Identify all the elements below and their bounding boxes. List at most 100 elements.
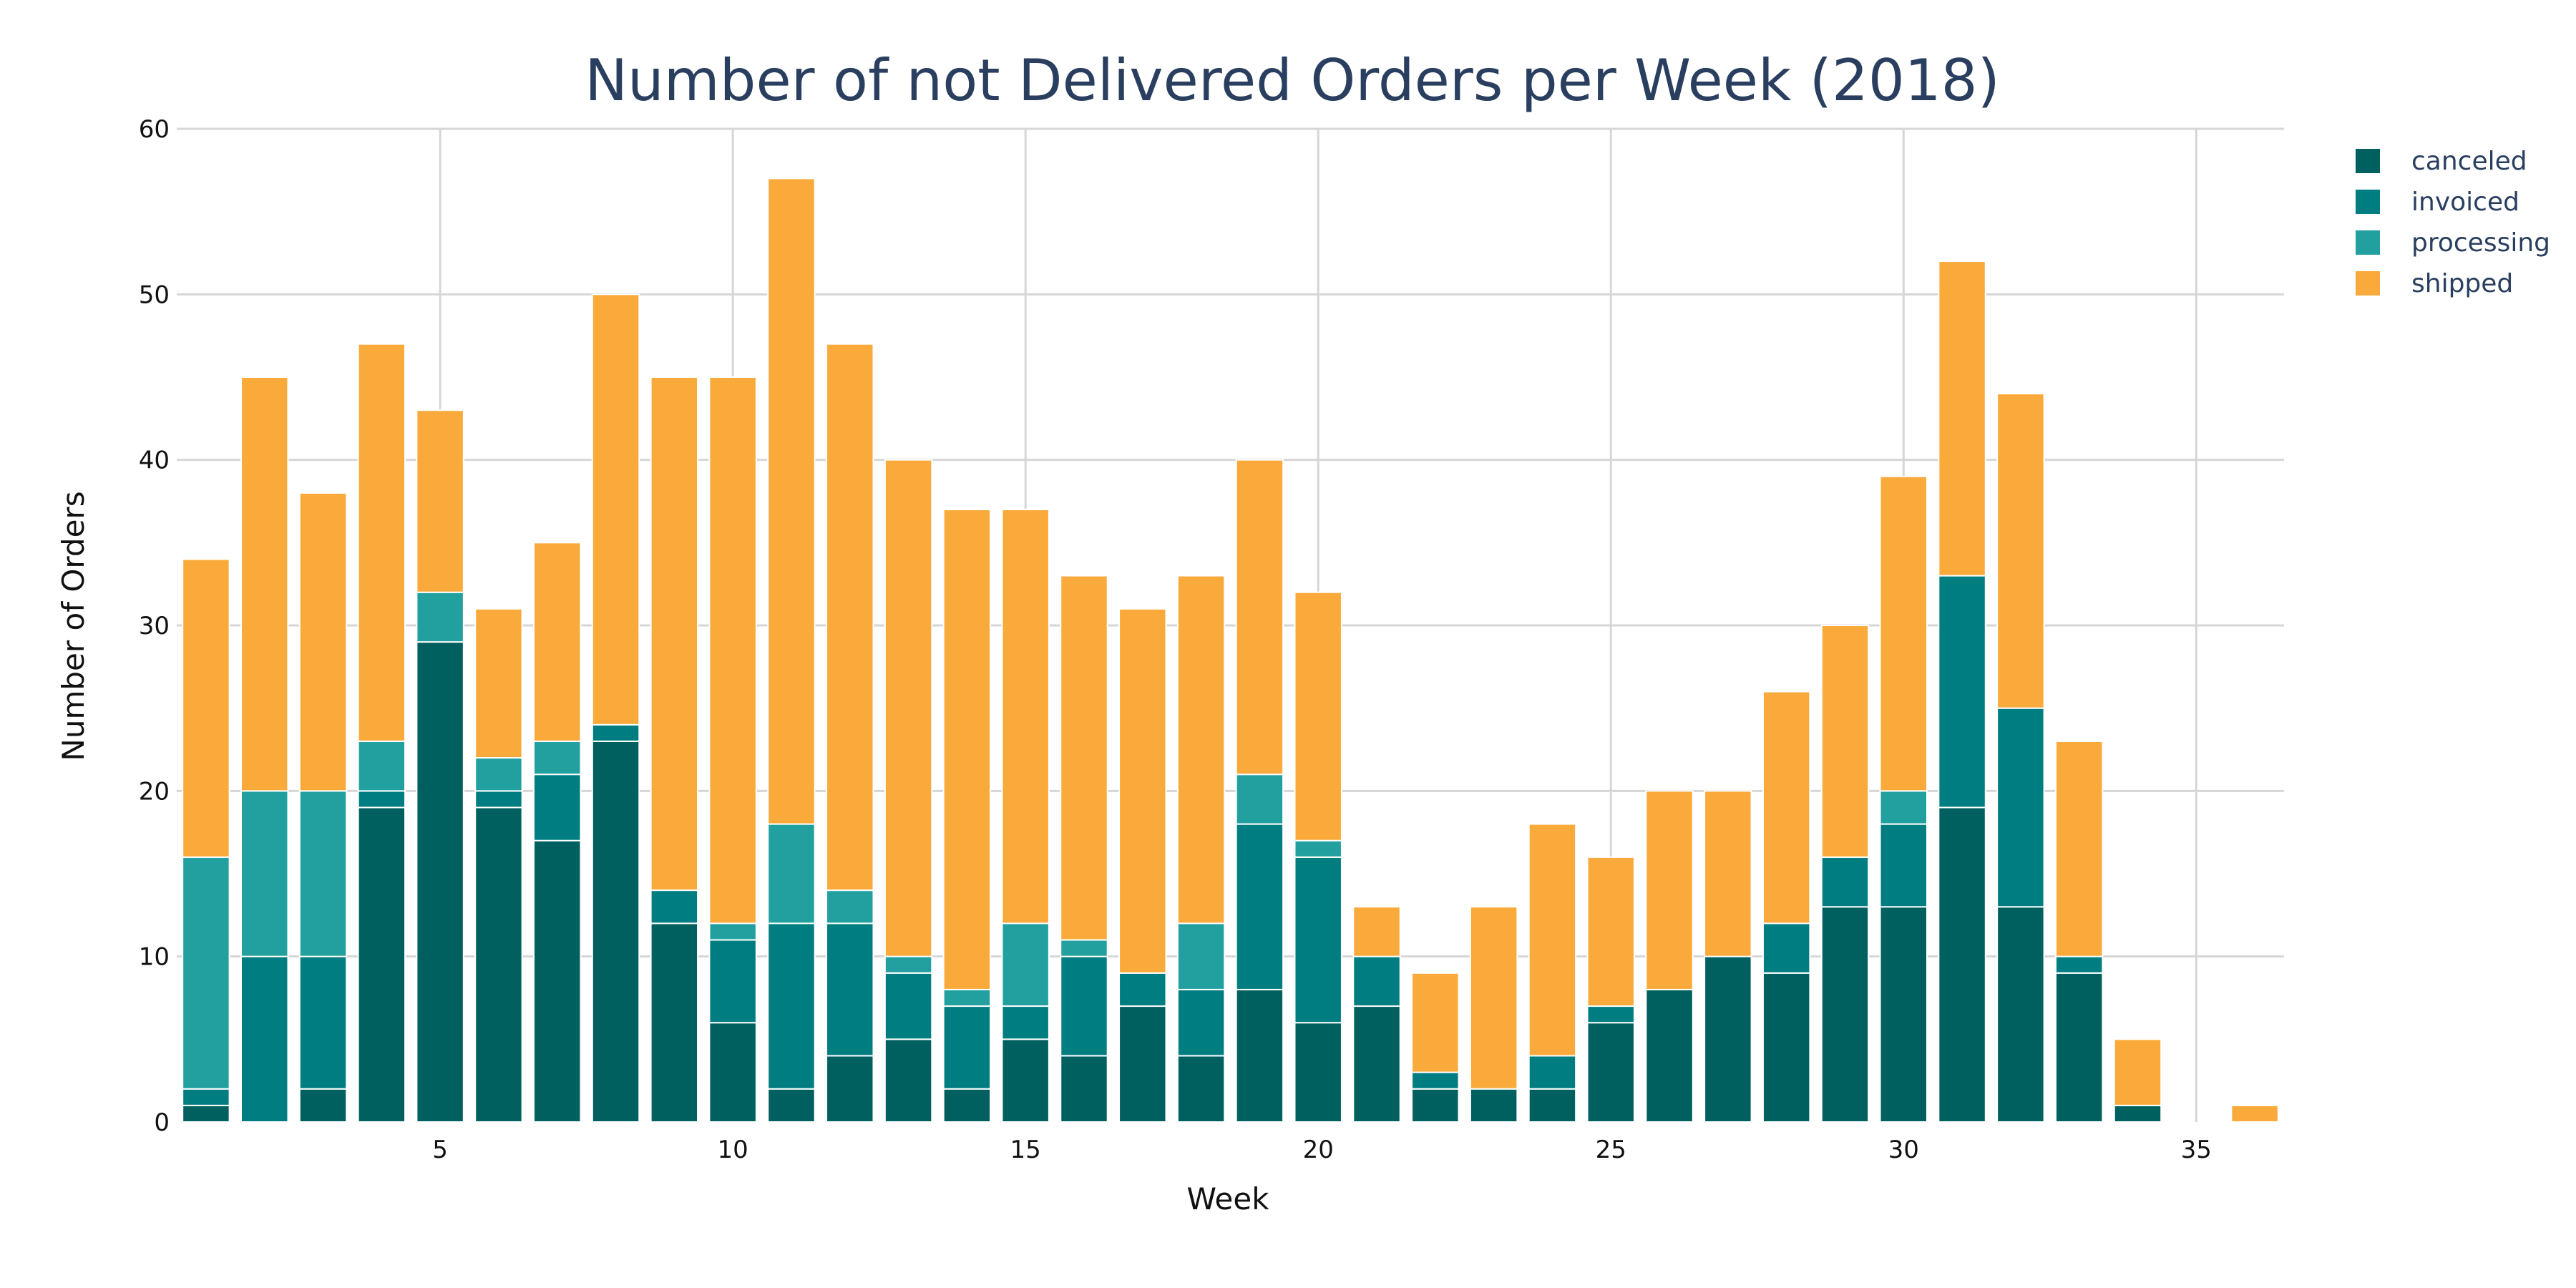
bar-canceled-week-10 [708,1022,757,1123]
bar-shipped-week-21 [1352,906,1401,957]
bar-canceled-week-28 [1762,972,1811,1123]
bar-canceled-week-6 [474,806,523,1123]
legend-label-processing: processing [2411,228,2550,258]
bar-shipped-week-26 [1645,790,1694,990]
bar-canceled-week-11 [767,1088,816,1123]
bar-shipped-week-31 [1938,260,1986,577]
bar-shipped-week-23 [1469,906,1518,1090]
bar-processing-week-4 [357,740,406,792]
bar-canceled-week-25 [1586,1022,1635,1123]
bar-canceled-week-20 [1294,1022,1342,1123]
bar-invoiced-week-21 [1352,955,1401,1008]
bar-shipped-week-13 [884,459,933,957]
bar-canceled-week-24 [1528,1088,1577,1123]
legend-swatch-shipped [2356,271,2380,296]
bar-canceled-week-29 [1820,906,1870,1123]
bar-shipped-week-15 [1001,509,1050,924]
bar-processing-week-19 [1235,774,1284,825]
bar-shipped-week-32 [1996,393,2045,709]
bar-shipped-week-6 [474,608,523,759]
x-tick-label: 10 [718,1136,748,1164]
bar-invoiced-week-19 [1235,823,1284,990]
legend-swatch-canceled [2356,149,2380,173]
bar-processing-week-14 [942,988,992,1008]
bar-processing-week-7 [533,740,582,776]
bars [182,177,2279,1123]
bar-shipped-week-18 [1176,575,1226,924]
bar-canceled-week-12 [826,1055,874,1123]
bar-invoiced-week-2 [240,955,289,1123]
bar-invoiced-week-14 [942,1005,992,1090]
bar-canceled-week-22 [1411,1088,1460,1123]
bar-invoiced-week-1 [182,1088,230,1106]
x-tick-label: 30 [1888,1136,1919,1164]
y-tick-label: 40 [139,447,170,475]
bar-invoiced-week-28 [1762,922,1811,974]
y-tick-label: 60 [139,115,170,144]
bar-canceled-week-5 [416,641,464,1123]
bar-shipped-week-36 [2230,1104,2279,1123]
bar-canceled-week-15 [1001,1038,1050,1123]
bar-processing-week-20 [1294,839,1342,858]
bar-canceled-week-16 [1060,1055,1108,1123]
bar-processing-week-12 [826,889,874,924]
bar-canceled-week-23 [1469,1088,1518,1123]
bar-invoiced-week-9 [650,889,699,924]
bar-invoiced-week-16 [1060,955,1108,1057]
bar-shipped-week-25 [1586,856,1635,1008]
bar-processing-week-6 [474,757,523,792]
bar-invoiced-week-11 [767,922,816,1090]
bar-shipped-week-34 [2113,1038,2162,1106]
bar-shipped-week-10 [708,376,757,924]
bar-canceled-week-8 [591,740,640,1123]
bar-shipped-week-14 [942,509,992,990]
x-tick-label: 15 [1010,1136,1041,1164]
bar-canceled-week-17 [1118,1005,1167,1123]
bar-shipped-week-4 [357,343,406,742]
bar-invoiced-week-25 [1586,1005,1635,1024]
bar-shipped-week-22 [1411,972,1460,1073]
bar-canceled-week-21 [1352,1005,1401,1123]
bar-canceled-week-34 [2113,1104,2162,1123]
bar-invoiced-week-18 [1176,988,1226,1057]
bar-processing-week-1 [182,856,230,1090]
bar-canceled-week-14 [942,1088,992,1123]
y-tick-label: 20 [139,777,170,806]
bar-processing-week-15 [1001,922,1050,1008]
bar-shipped-week-7 [533,542,582,742]
bar-shipped-week-5 [416,409,464,593]
bar-canceled-week-30 [1879,906,1928,1123]
y-tick-label: 10 [139,943,170,972]
bar-canceled-week-18 [1176,1055,1226,1123]
bar-invoiced-week-13 [884,972,933,1040]
bar-canceled-week-33 [2054,972,2104,1123]
bar-processing-week-18 [1176,922,1226,990]
bar-invoiced-week-8 [591,723,640,742]
bar-canceled-week-32 [1996,906,2045,1123]
bar-invoiced-week-10 [708,939,757,1024]
bar-invoiced-week-31 [1938,575,1986,809]
bar-canceled-week-4 [357,806,406,1123]
bar-canceled-week-13 [884,1038,933,1123]
bar-shipped-week-16 [1060,575,1108,941]
bar-shipped-week-9 [650,376,699,892]
bar-invoiced-week-17 [1118,972,1167,1008]
x-tick-label: 25 [1596,1136,1626,1164]
bar-invoiced-week-7 [533,774,582,841]
legend-label-invoiced: invoiced [2411,187,2519,217]
bar-shipped-week-30 [1879,475,1928,792]
bar-processing-week-2 [240,790,289,957]
x-axis-ticks: 5 10 15 20 25 30 35 [432,1136,2212,1164]
bar-shipped-week-12 [826,343,874,892]
y-tick-label: 0 [154,1108,170,1137]
bar-processing-week-3 [298,790,348,957]
legend-swatch-processing [2356,230,2380,255]
bar-processing-week-11 [767,823,816,924]
bar-invoiced-week-3 [298,955,348,1090]
bar-shipped-week-27 [1704,790,1752,957]
bar-canceled-week-7 [533,839,582,1123]
bar-shipped-week-2 [240,376,289,792]
x-tick-label: 35 [2181,1136,2212,1164]
bar-processing-week-30 [1879,790,1928,825]
